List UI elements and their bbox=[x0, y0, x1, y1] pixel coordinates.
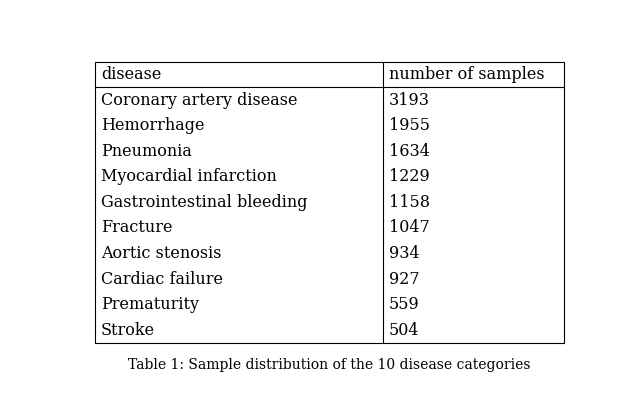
Text: Myocardial infarction: Myocardial infarction bbox=[101, 168, 276, 185]
Text: 934: 934 bbox=[389, 245, 420, 262]
Text: 1955: 1955 bbox=[389, 117, 430, 134]
Text: 504: 504 bbox=[389, 322, 420, 339]
Text: Gastrointestinal bleeding: Gastrointestinal bleeding bbox=[101, 194, 307, 211]
Text: Coronary artery disease: Coronary artery disease bbox=[101, 92, 298, 109]
Text: Aortic stenosis: Aortic stenosis bbox=[101, 245, 221, 262]
Text: 1634: 1634 bbox=[389, 143, 430, 160]
Text: 1158: 1158 bbox=[389, 194, 430, 211]
Text: Fracture: Fracture bbox=[101, 220, 172, 236]
Text: 559: 559 bbox=[389, 296, 420, 313]
Text: Table 1: Sample distribution of the 10 disease categories: Table 1: Sample distribution of the 10 d… bbox=[128, 357, 531, 372]
Text: Stroke: Stroke bbox=[101, 322, 155, 339]
Text: 1047: 1047 bbox=[389, 220, 430, 236]
Text: disease: disease bbox=[101, 66, 161, 83]
Text: 3193: 3193 bbox=[389, 92, 430, 109]
Text: 927: 927 bbox=[389, 270, 420, 288]
Text: Pneumonia: Pneumonia bbox=[101, 143, 192, 160]
Text: Cardiac failure: Cardiac failure bbox=[101, 270, 223, 288]
Text: 1229: 1229 bbox=[389, 168, 430, 185]
Text: number of samples: number of samples bbox=[389, 66, 545, 83]
Text: Hemorrhage: Hemorrhage bbox=[101, 117, 204, 134]
Text: Prematurity: Prematurity bbox=[101, 296, 199, 313]
